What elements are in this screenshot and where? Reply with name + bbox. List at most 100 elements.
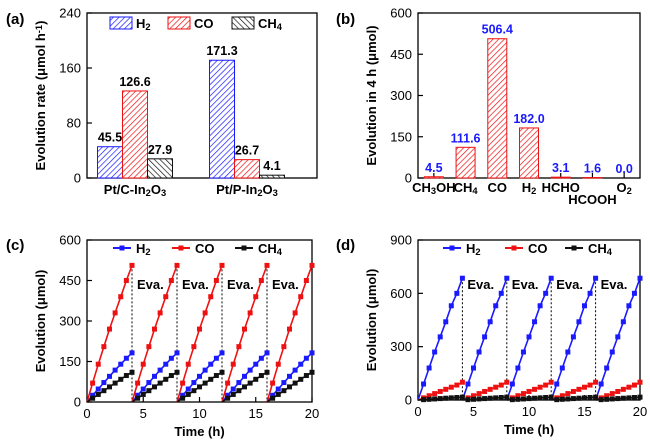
d-point-0-1-5 bbox=[487, 319, 493, 325]
c-point-0-3-6 bbox=[253, 361, 259, 367]
d-point-0-3-7 bbox=[587, 290, 593, 296]
c-point-0-2-7 bbox=[213, 355, 219, 361]
c-point-0-1-2 bbox=[140, 386, 146, 392]
c-point-0-4-7 bbox=[303, 355, 309, 361]
d-point-2-1-4 bbox=[482, 396, 488, 402]
b-bar-label-3: 182.0 bbox=[513, 112, 544, 126]
d-point-1-2-5 bbox=[532, 386, 538, 392]
c-point-1-3-3 bbox=[236, 344, 242, 350]
c-point-1-0-3 bbox=[101, 344, 107, 350]
c-ytick-label-1: 150 bbox=[59, 354, 81, 369]
c-eva-label-1: Eva. bbox=[182, 277, 209, 292]
panel-d-line-chart: 0 300 600 900 Evolution (μmol) 0 5 10 15 20 Time (… bbox=[364, 233, 647, 438]
a-bar-label-0-1: 171.3 bbox=[206, 44, 237, 58]
c-point-0-4-8 bbox=[309, 350, 315, 356]
c-point-1-3-4 bbox=[242, 326, 247, 332]
b-category-label-6: O2 bbox=[616, 180, 631, 196]
c-point-2-4-8 bbox=[309, 369, 315, 375]
a-legend-label-1: CO bbox=[194, 16, 214, 31]
c-point-2-4-7 bbox=[303, 373, 309, 379]
d-xtick-label-3: 15 bbox=[577, 404, 591, 419]
d-point-1-1-7 bbox=[498, 382, 504, 388]
c-point-1-2-7 bbox=[213, 278, 219, 283]
d-point-1-4-4 bbox=[615, 388, 621, 394]
d-point-2-2-6 bbox=[537, 395, 543, 401]
d-legend-label-2: CH4 bbox=[588, 241, 613, 257]
d-point-2-3-8 bbox=[593, 394, 599, 400]
c-point-0-0-6 bbox=[118, 361, 124, 367]
c-point-1-4-4 bbox=[287, 326, 292, 332]
d-point-1-2-4 bbox=[526, 388, 532, 394]
c-point-1-4-7 bbox=[303, 278, 309, 283]
d-point-1-0-5 bbox=[443, 386, 449, 392]
d-legend-marker-0 bbox=[449, 245, 455, 251]
panel-a-bar-chart: 0 80 160 240 Evolution rate (μmol h-1) Pt/C-I… bbox=[33, 6, 318, 198]
a-bar-1-1 bbox=[234, 159, 260, 179]
c-point-1-1-8 bbox=[174, 262, 180, 268]
d-point-2-1-8 bbox=[504, 394, 510, 400]
b-bar-label-2: 506.4 bbox=[482, 23, 513, 37]
c-point-0-4-5 bbox=[292, 367, 298, 373]
d-point-2-4-1 bbox=[598, 397, 604, 403]
panel-label-a: (a) bbox=[6, 11, 24, 28]
c-legend-marker-1 bbox=[178, 245, 184, 251]
d-point-2-0-3 bbox=[432, 396, 438, 402]
d-point-2-0-6 bbox=[448, 395, 454, 401]
d-point-1-3-8 bbox=[593, 379, 599, 385]
c-point-2-1-5 bbox=[157, 380, 163, 386]
b-bar-label-0: 4.5 bbox=[425, 161, 442, 175]
a-bar-label-1-0: 126.6 bbox=[119, 75, 150, 89]
c-point-2-4-3 bbox=[281, 388, 287, 394]
c-point-0-1-8 bbox=[174, 350, 180, 356]
d-point-1-2-3 bbox=[520, 391, 526, 397]
c-point-1-2-2 bbox=[185, 361, 191, 367]
c-point-0-4-6 bbox=[298, 361, 304, 367]
c-point-1-0-8 bbox=[129, 262, 135, 268]
c-point-0-2-4 bbox=[197, 373, 202, 379]
d-point-0-0-3 bbox=[432, 349, 438, 355]
c-point-0-1-6 bbox=[163, 361, 169, 367]
b-category-label-1: CH4 bbox=[454, 180, 479, 196]
c-point-1-3-5 bbox=[247, 310, 253, 316]
c-point-2-0-2 bbox=[95, 391, 101, 397]
c-point-1-0-1 bbox=[90, 380, 96, 386]
c-point-1-1-3 bbox=[146, 344, 152, 350]
d-point-1-2-7 bbox=[543, 382, 549, 388]
c-point-0-2-5 bbox=[202, 367, 208, 373]
a-legend-label-0: H2 bbox=[136, 16, 151, 32]
d-point-2-4-4 bbox=[615, 396, 621, 402]
c-point-2-1-1 bbox=[135, 395, 141, 401]
d-ytick-label-0: 0 bbox=[405, 393, 412, 408]
c-legend-label-0: H2 bbox=[136, 241, 151, 257]
d-point-0-4-6 bbox=[626, 303, 632, 309]
b-ytick-label-2: 300 bbox=[390, 88, 412, 103]
d-point-2-3-2 bbox=[559, 396, 565, 402]
d-point-0-3-6 bbox=[582, 303, 587, 309]
c-point-0-3-2 bbox=[230, 386, 236, 392]
d-point-0-0-6 bbox=[448, 303, 454, 309]
d-point-0-2-6 bbox=[537, 303, 543, 309]
c-point-0-2-3 bbox=[191, 380, 197, 386]
d-point-0-3-8 bbox=[593, 275, 599, 281]
d-point-1-1-8 bbox=[504, 379, 510, 385]
d-point-2-1-2 bbox=[471, 396, 476, 402]
b-bar-label-6: 0.0 bbox=[615, 162, 632, 176]
c-point-2-0-4 bbox=[107, 384, 112, 390]
d-point-1-0-7 bbox=[454, 382, 460, 388]
c-eva-label-3: Eva. bbox=[272, 277, 299, 292]
c-point-0-3-4 bbox=[242, 373, 247, 379]
d-point-0-2-1 bbox=[509, 381, 515, 387]
c-point-2-4-5 bbox=[292, 380, 298, 386]
c-point-2-2-3 bbox=[191, 388, 197, 394]
b-category-label-4: HCHO bbox=[542, 180, 580, 195]
b-bar-4 bbox=[550, 176, 571, 179]
panel-b-bar-chart: 0 150 300 450 600 Evolution in 4 h (μmol) 4.5 C… bbox=[364, 6, 641, 207]
c-point-2-4-6 bbox=[298, 376, 304, 382]
d-point-2-3-7 bbox=[587, 395, 593, 401]
a-bar-2-1 bbox=[259, 174, 285, 179]
c-point-2-0-7 bbox=[123, 373, 129, 379]
c-point-0-3-1 bbox=[225, 392, 231, 398]
d-point-1-4-3 bbox=[609, 391, 615, 397]
d-point-2-0-7 bbox=[454, 395, 460, 401]
